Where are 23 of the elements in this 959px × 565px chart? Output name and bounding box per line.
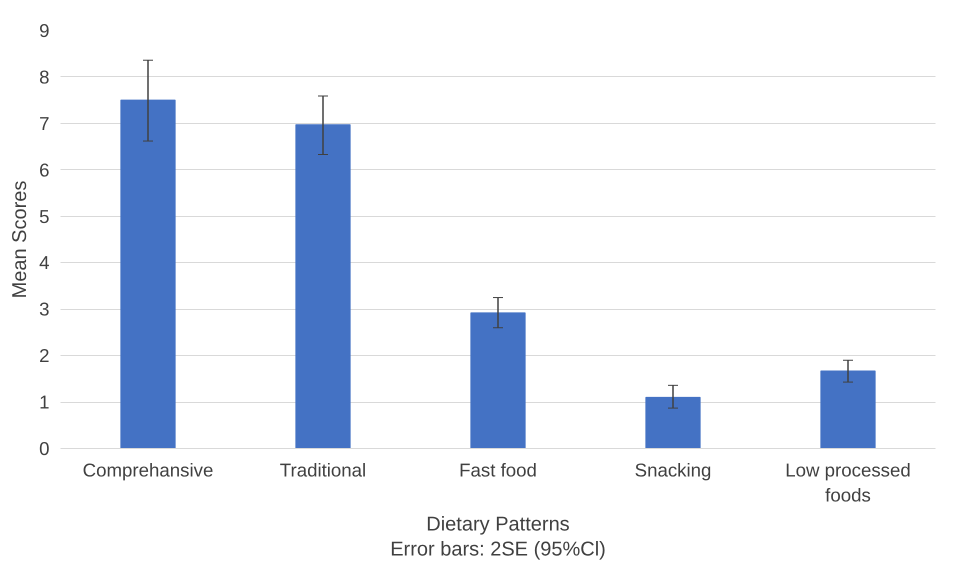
y-tick-label: 8 <box>39 66 50 88</box>
y-tick-label: 6 <box>39 159 50 180</box>
bar <box>120 100 176 448</box>
y-tick-label: 0 <box>39 438 50 459</box>
bar <box>470 312 526 448</box>
x-tick-label: Comprehansive <box>82 460 214 480</box>
bar <box>820 370 876 448</box>
x-axis-title: Dietary Patterns <box>426 514 570 536</box>
y-tick-label: 1 <box>39 392 50 413</box>
y-tick-label: 2 <box>39 345 50 366</box>
y-axis-title: Mean Scores <box>9 180 32 298</box>
y-tick-label: 4 <box>39 252 50 274</box>
x-tick-label: Low processed foods <box>785 460 911 506</box>
x-tick-label: Fast food <box>459 460 537 480</box>
y-tick-label: 3 <box>39 298 50 320</box>
y-tick-label: 9 <box>39 20 50 41</box>
bar <box>295 124 351 448</box>
text: Error bars: 2SE (95%Cl) <box>390 538 606 560</box>
x-tick-label: Traditional <box>280 460 366 480</box>
y-tick-label: 5 <box>39 206 50 227</box>
x-tick-label: Snacking <box>634 460 712 480</box>
bar <box>645 396 701 448</box>
y-tick-label: 7 <box>39 112 50 134</box>
